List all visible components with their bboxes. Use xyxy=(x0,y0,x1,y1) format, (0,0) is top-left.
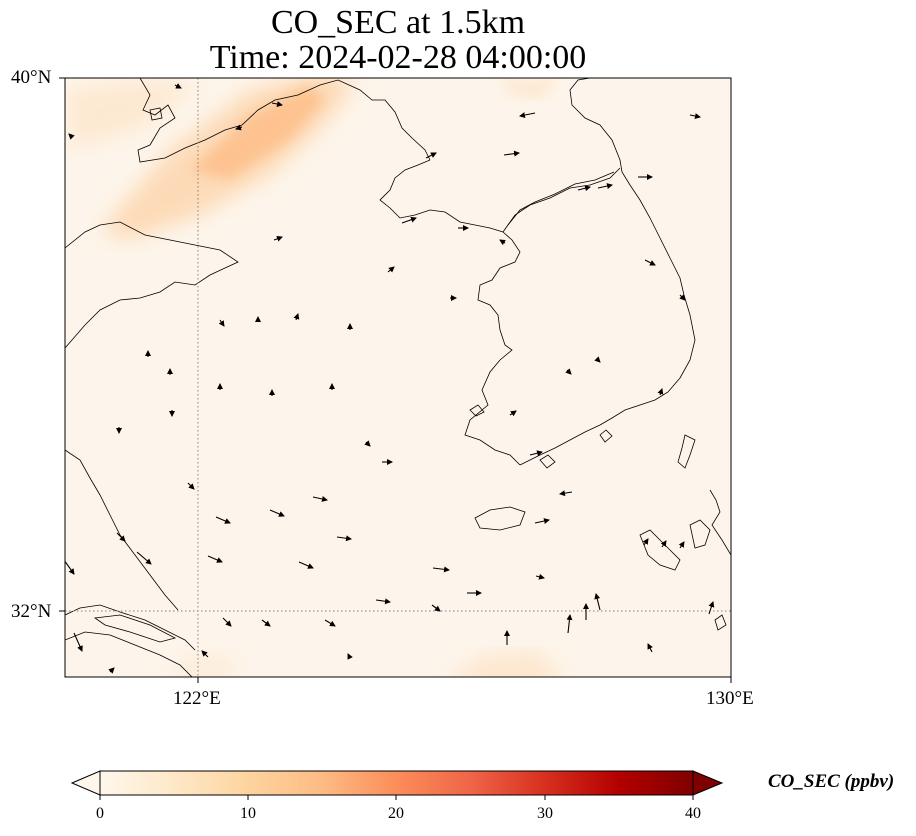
lat-label-32n: 32°N xyxy=(11,601,52,622)
wind-arrow xyxy=(218,319,225,327)
wind-arrow xyxy=(535,573,545,580)
wind-vectors xyxy=(65,83,715,674)
wind-arrow xyxy=(336,535,352,542)
wind-arrow xyxy=(519,112,536,118)
wind-arrow xyxy=(660,540,667,548)
colorbar-title: CO_SEC (ppbv) xyxy=(768,771,895,792)
wind-arrow xyxy=(271,101,283,107)
wind-arrow xyxy=(597,183,613,189)
wind-arrow xyxy=(235,124,243,131)
wind-arrow xyxy=(534,518,550,524)
colorbar-label-10: 10 xyxy=(240,805,256,822)
coast-shandong xyxy=(65,221,239,349)
colorbar-extend-min xyxy=(70,770,101,796)
wind-arrow xyxy=(432,566,450,573)
map-plot-area xyxy=(65,78,731,677)
colorbar-label-30: 30 xyxy=(537,805,553,822)
co-plume-northwest xyxy=(65,78,355,240)
wind-arrow xyxy=(503,150,520,157)
wind-arrow xyxy=(222,617,232,627)
wind-arrow xyxy=(215,516,231,524)
wind-arrow xyxy=(68,133,75,140)
wind-arrow xyxy=(324,619,336,627)
wind-arrow xyxy=(387,266,395,273)
coast-islands-south xyxy=(149,107,727,631)
wind-arrow xyxy=(509,410,517,417)
lon-label-130e: 130°E xyxy=(706,688,754,709)
axis-ticks xyxy=(59,77,732,683)
coast-liaodong-north xyxy=(137,78,431,163)
colorbar-label-0: 0 xyxy=(96,805,104,822)
wind-arrow xyxy=(73,632,83,652)
wind-arrow xyxy=(594,356,601,363)
wind-arrow xyxy=(201,650,209,658)
wind-arrow xyxy=(347,653,353,660)
wind-arrow xyxy=(678,541,685,549)
wind-arrow xyxy=(642,538,649,546)
wind-arrow xyxy=(364,440,371,447)
coast-japan-small xyxy=(639,529,681,571)
wind-arrow xyxy=(529,450,543,457)
wind-arrow xyxy=(565,368,572,375)
colorbar-gradient xyxy=(99,770,694,796)
colorbar-label-40: 40 xyxy=(685,805,701,822)
wind-arrow xyxy=(499,239,506,246)
wind-arrow xyxy=(679,294,686,301)
coastlines xyxy=(65,78,731,677)
coast-yangtze-south xyxy=(65,631,193,677)
wind-arrow xyxy=(689,113,701,119)
wind-arrow xyxy=(174,83,182,89)
wind-arrow xyxy=(187,482,195,490)
wind-arrow xyxy=(269,509,285,517)
coast-north-korea-border-2 xyxy=(507,171,615,226)
wind-arrow xyxy=(312,496,328,502)
co-plume-north xyxy=(500,78,560,100)
coast-jiangsu xyxy=(65,449,179,611)
wind-arrow xyxy=(425,152,437,159)
wind-arrow xyxy=(293,313,300,321)
wind-arrow xyxy=(431,604,441,612)
gridlines xyxy=(65,78,731,677)
wind-arrow xyxy=(644,259,656,266)
map-frame xyxy=(64,77,732,678)
coast-japan-kyushu xyxy=(709,489,731,556)
wind-arrow xyxy=(207,555,223,563)
wind-arrow xyxy=(375,598,391,605)
co-plume-southwest xyxy=(169,650,240,677)
wind-arrow xyxy=(273,235,283,242)
wind-arrow xyxy=(136,551,152,565)
wind-arrow xyxy=(594,593,601,611)
wind-arrow xyxy=(108,667,115,674)
lat-label-40n: 40°N xyxy=(11,67,52,88)
colorbar-extend-max xyxy=(692,770,724,796)
map-title-time: Time: 2024-02-28 04:00:00 xyxy=(209,39,587,76)
coast-yangtze-north xyxy=(65,604,196,651)
wind-arrow xyxy=(647,643,653,653)
coast-tsushima xyxy=(677,434,696,469)
wind-arrow xyxy=(116,532,126,542)
coast-yangtze-island xyxy=(93,614,177,643)
coast-korea-west xyxy=(464,231,521,466)
wind-arrow xyxy=(708,601,715,615)
lon-label-122e: 122°E xyxy=(173,688,221,709)
coast-korea-east xyxy=(569,78,696,379)
coast-jeju xyxy=(474,506,526,531)
wind-arrow xyxy=(657,388,664,396)
coast-liaodong-peninsula xyxy=(379,159,504,233)
wind-arrow xyxy=(401,216,417,224)
coast-korea-south xyxy=(519,377,681,466)
colorbar-label-20: 20 xyxy=(388,805,404,822)
wind-arrow xyxy=(559,490,573,497)
coast-japan-island-2 xyxy=(689,519,711,549)
co-plume-south xyxy=(454,650,561,677)
wind-arrow xyxy=(261,619,271,627)
colorbar-ticks xyxy=(99,795,694,800)
wind-arrow xyxy=(298,561,314,569)
map-title-variable: CO_SEC at 1.5km xyxy=(270,4,526,41)
wind-arrow xyxy=(65,560,75,575)
wind-arrow xyxy=(566,614,573,634)
wind-arrow xyxy=(577,185,591,192)
